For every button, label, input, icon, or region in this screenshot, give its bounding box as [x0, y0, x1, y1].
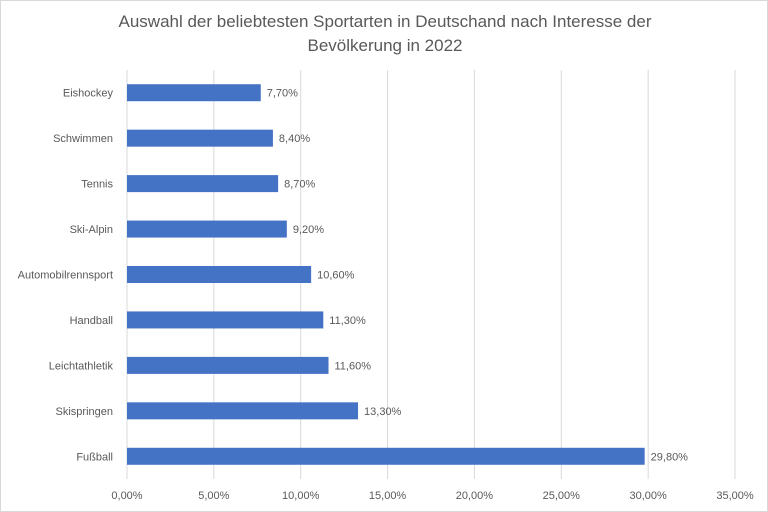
bar	[127, 266, 312, 283]
bar	[127, 402, 359, 420]
data-label: 13,30%	[364, 406, 402, 418]
x-tick-label: 10,00%	[282, 490, 320, 502]
bar	[127, 129, 273, 147]
category-label: Fußball	[76, 451, 113, 463]
category-label: Skispringen	[56, 406, 113, 418]
data-label: 11,30%	[329, 315, 366, 327]
x-tick-label: 20,00%	[456, 490, 494, 502]
bar	[127, 175, 279, 193]
bar	[127, 220, 287, 238]
bar	[127, 447, 645, 465]
category-label: Automobilrennsport	[18, 270, 113, 282]
x-tick-label: 15,00%	[369, 490, 407, 502]
data-label: 29,80%	[651, 451, 689, 463]
chart-title-line2: Bevölkerung in 2022	[307, 36, 463, 55]
category-label: Schwimmen	[53, 133, 113, 145]
data-label: 11,60%	[335, 360, 372, 372]
data-label: 8,70%	[284, 179, 315, 191]
data-label: 10,60%	[317, 270, 355, 282]
bar	[127, 311, 324, 329]
x-tick-label: 0,00%	[111, 490, 142, 502]
data-label: 9,20%	[293, 224, 324, 236]
data-label: 7,70%	[267, 88, 298, 100]
bar	[127, 356, 329, 374]
category-label: Handball	[70, 315, 113, 327]
x-tick-label: 30,00%	[629, 490, 667, 502]
category-label: Ski-Alpin	[70, 224, 113, 236]
data-label: 8,40%	[279, 133, 310, 145]
x-tick-label: 5,00%	[198, 490, 229, 502]
bar	[127, 84, 261, 102]
chart-title-line1: Auswahl der beliebtesten Sportarten in D…	[118, 12, 652, 31]
x-tick-label: 25,00%	[543, 490, 581, 502]
category-label: Eishockey	[63, 88, 114, 100]
category-label: Tennis	[81, 179, 113, 191]
category-label: Leichtathletik	[49, 360, 114, 372]
chart-title: Auswahl der beliebtesten Sportarten in D…	[60, 10, 710, 58]
x-tick-label: 35,00%	[716, 490, 754, 502]
